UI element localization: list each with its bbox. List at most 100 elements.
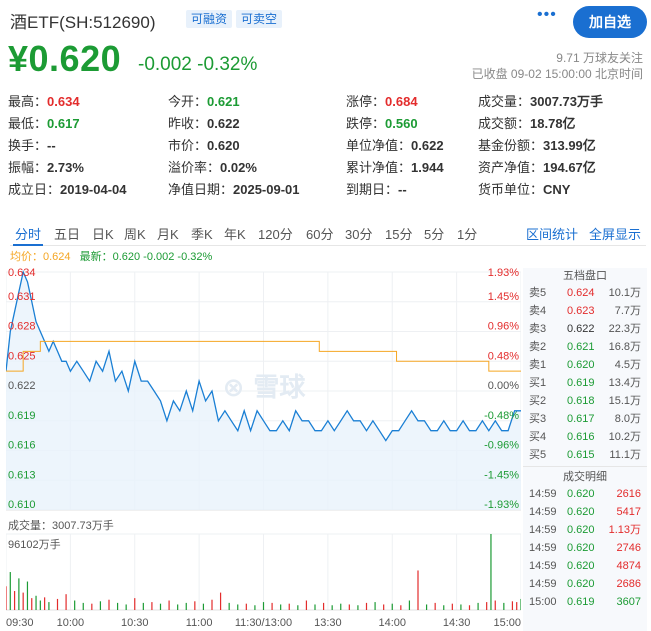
y-tick-pct-label: -0.96% bbox=[484, 440, 519, 452]
tab-4[interactable]: 月K bbox=[157, 227, 179, 242]
tab-5[interactable]: 季K bbox=[191, 227, 213, 242]
x-tick-label: 13:30 bbox=[314, 617, 342, 629]
volume-bar bbox=[417, 570, 419, 610]
stat-label: 最低： bbox=[8, 116, 48, 131]
intraday-chart[interactable]: 均价：0.624 最新：0.620 -0.002 -0.32% ⊗ 雪球 0.63… bbox=[6, 248, 521, 631]
x-tick-label: 14:30 bbox=[443, 617, 471, 629]
active-tab-indicator bbox=[13, 244, 43, 246]
range-stats-link[interactable]: 区间统计 bbox=[526, 227, 579, 242]
stat-value: 0.634 bbox=[47, 94, 80, 109]
trade-price: 0.620 bbox=[567, 542, 595, 554]
stat-value: 2.73% bbox=[47, 160, 84, 175]
volume-bar bbox=[39, 600, 41, 610]
order-level: 买2 bbox=[529, 395, 547, 407]
order-book-panel: 五档盘口 卖5 0.624 10.1万 卖4 0.623 7.7万 卖3 0.622 22.3万卖… bbox=[523, 268, 647, 631]
stat-label: 净值日期： bbox=[168, 182, 234, 197]
volume-bar bbox=[374, 602, 376, 610]
volume-max-label: 96102万手 bbox=[8, 537, 61, 551]
tab-0[interactable]: 分时 bbox=[15, 227, 42, 242]
add-watchlist-button[interactable]: 加自选 bbox=[573, 6, 647, 38]
stat-value: 313.99亿 bbox=[543, 138, 596, 153]
volume-bar bbox=[490, 534, 492, 610]
volume-bar bbox=[516, 602, 518, 610]
volume-bar bbox=[494, 600, 496, 610]
price-line bbox=[6, 269, 521, 442]
stat-value: 3007.73万手 bbox=[530, 94, 604, 109]
volume-bar bbox=[340, 603, 342, 610]
tab-3[interactable]: 周K bbox=[124, 227, 146, 242]
volume-bar bbox=[194, 601, 196, 610]
volume-bar bbox=[400, 605, 402, 610]
short-tag[interactable]: 可卖空 bbox=[236, 10, 283, 28]
x-tick-label: 10:30 bbox=[121, 617, 149, 629]
tab-6[interactable]: 年K bbox=[224, 227, 246, 242]
tab-8[interactable]: 60分 bbox=[306, 227, 334, 242]
volume-bar bbox=[91, 603, 93, 610]
volume-bar bbox=[434, 602, 436, 610]
tab-10[interactable]: 15分 bbox=[385, 227, 413, 242]
trade-time: 14:59 bbox=[529, 488, 557, 500]
volume-bar bbox=[125, 604, 127, 610]
order-price: 0.621 bbox=[567, 341, 595, 353]
tab-11[interactable]: 5分 bbox=[424, 227, 445, 242]
trade-row: 14:59 0.620 5417 bbox=[523, 503, 647, 521]
order-price: 0.619 bbox=[567, 377, 595, 389]
stat-label: 到期日： bbox=[346, 182, 399, 197]
tab-7[interactable]: 120分 bbox=[258, 227, 293, 242]
y-tick-pct-label: 1.45% bbox=[488, 291, 519, 303]
current-price: ¥0.620 bbox=[8, 38, 122, 79]
volume-bar bbox=[48, 602, 50, 610]
stat-value: 0.02% bbox=[220, 160, 257, 175]
volume-bar bbox=[228, 602, 230, 610]
change-value: -0.002 bbox=[138, 54, 192, 75]
stat-label: 累计净值： bbox=[346, 160, 412, 175]
stat-value: -- bbox=[398, 182, 407, 197]
y-tick-label: 0.616 bbox=[8, 440, 36, 452]
tab-9[interactable]: 30分 bbox=[345, 227, 373, 242]
order-volume: 11.1万 bbox=[609, 449, 641, 461]
margin-tag[interactable]: 可融资 bbox=[186, 10, 233, 28]
chart-svg: ⊗ 雪球 0.634 1.93% 0.631 1.45% 0.628 0.96% 0.625 0… bbox=[6, 267, 521, 629]
volume-bar bbox=[245, 603, 247, 610]
y-tick-pct-label: 0.48% bbox=[488, 350, 519, 362]
tab-12[interactable]: 1分 bbox=[457, 227, 478, 242]
volume-bar bbox=[460, 604, 462, 610]
trade-price: 0.620 bbox=[567, 488, 595, 500]
stat-value: 0.560 bbox=[385, 116, 418, 131]
volume-bar bbox=[18, 578, 20, 610]
stat-label: 成立日： bbox=[8, 182, 61, 197]
order-book-row: 买5 0.615 11.1万 bbox=[523, 446, 647, 464]
y-tick-pct-label: -0.48% bbox=[484, 410, 519, 422]
volume-bar bbox=[108, 599, 110, 610]
tab-2[interactable]: 日K bbox=[92, 227, 114, 242]
stat-label: 振幅： bbox=[8, 160, 48, 175]
y-tick-pct-label: 0.96% bbox=[488, 321, 519, 333]
order-level: 卖5 bbox=[529, 287, 547, 299]
order-volume: 22.3万 bbox=[608, 323, 641, 335]
y-tick-label: 0.622 bbox=[8, 380, 36, 392]
more-icon[interactable]: ••• bbox=[537, 6, 557, 23]
stat-label: 昨收： bbox=[168, 116, 208, 131]
order-book-row: 买4 0.616 10.2万 bbox=[523, 428, 647, 446]
volume-bar bbox=[322, 602, 325, 610]
stat-label: 资产净值： bbox=[478, 160, 544, 175]
stat-value: 2025-09-01 bbox=[233, 182, 300, 197]
y-tick-label: 0.634 bbox=[8, 267, 36, 279]
volume-bar bbox=[142, 602, 144, 610]
stat-item: 今开：0.621 bbox=[168, 91, 240, 110]
stat-item: 涨停：0.684 bbox=[346, 91, 418, 110]
volume-bar bbox=[443, 605, 445, 610]
tab-1[interactable]: 五日 bbox=[54, 227, 81, 242]
stat-value: 0.622 bbox=[411, 138, 444, 153]
order-volume: 10.2万 bbox=[608, 431, 641, 443]
stat-label: 市价： bbox=[168, 138, 208, 153]
volume-bar bbox=[168, 600, 170, 610]
volume-bar bbox=[22, 592, 24, 610]
fullscreen-link[interactable]: 全屏显示 bbox=[589, 227, 642, 242]
volume-bar bbox=[280, 604, 282, 610]
trade-volume: 4874 bbox=[616, 560, 641, 572]
volume-bar bbox=[185, 602, 187, 610]
trade-volume: 2616 bbox=[616, 488, 641, 500]
order-price: 0.616 bbox=[567, 431, 595, 443]
order-price: 0.624 bbox=[567, 287, 595, 299]
